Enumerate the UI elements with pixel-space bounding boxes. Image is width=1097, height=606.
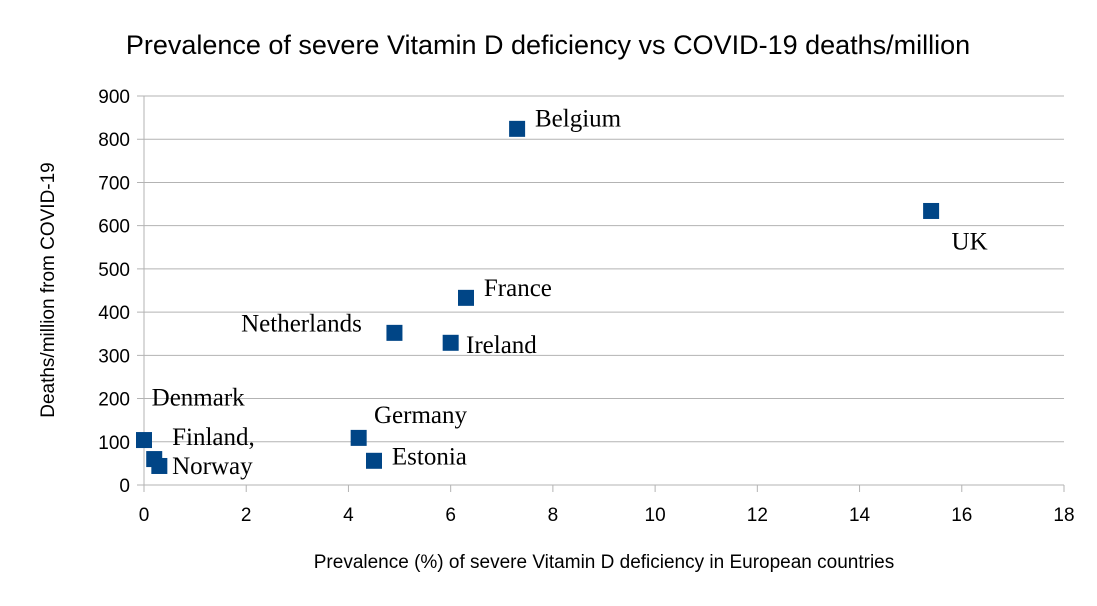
data-point xyxy=(350,429,367,446)
data-label: Finland, xyxy=(172,424,255,451)
x-tick-label: 6 xyxy=(445,505,456,526)
y-tick-label: 200 xyxy=(98,390,130,411)
y-tick-label: 500 xyxy=(98,260,130,281)
data-label: UK xyxy=(952,228,988,255)
x-axis-label: Prevalence (%) of severe Vitamin D defic… xyxy=(314,552,895,573)
x-tick-label: 10 xyxy=(645,505,666,526)
y-axis-label: Deaths/million from COVID-19 xyxy=(38,162,59,418)
y-tick-label: 800 xyxy=(98,130,130,151)
data-point xyxy=(923,202,940,219)
data-label: Belgium xyxy=(535,105,622,132)
y-tick-label: 400 xyxy=(98,303,130,324)
data-point xyxy=(366,452,382,469)
x-tick-label: 16 xyxy=(951,505,972,526)
y-tick-label: 0 xyxy=(119,476,130,497)
data-label: Norway xyxy=(172,453,253,480)
y-tick-label: 300 xyxy=(98,346,130,367)
y-tick-label: 600 xyxy=(98,217,130,238)
x-tick-label: 18 xyxy=(1053,505,1074,526)
y-tick-label: 900 xyxy=(98,87,130,108)
x-tick-label: 4 xyxy=(343,505,354,526)
y-tick-label: 700 xyxy=(98,173,130,194)
x-tick-label: 0 xyxy=(139,505,150,526)
data-label: Denmark xyxy=(152,384,246,411)
data-point xyxy=(386,324,403,341)
data-point xyxy=(442,334,459,351)
data-point xyxy=(136,432,152,449)
data-point xyxy=(509,120,526,137)
data-point xyxy=(151,457,168,474)
data-label: Ireland xyxy=(466,332,537,359)
y-tick-label: 100 xyxy=(98,433,130,454)
x-tick-label: 2 xyxy=(241,505,252,526)
data-label: Netherlands xyxy=(241,311,362,338)
x-tick-label: 8 xyxy=(548,505,559,526)
data-label: France xyxy=(484,275,552,302)
data-point xyxy=(458,289,474,306)
data-label: Estonia xyxy=(392,444,467,471)
data-label: Germany xyxy=(374,402,468,429)
x-tick-label: 14 xyxy=(849,505,871,526)
x-tick-label: 12 xyxy=(747,505,768,526)
chart-title: Prevalence of severe Vitamin D deficienc… xyxy=(126,30,970,60)
